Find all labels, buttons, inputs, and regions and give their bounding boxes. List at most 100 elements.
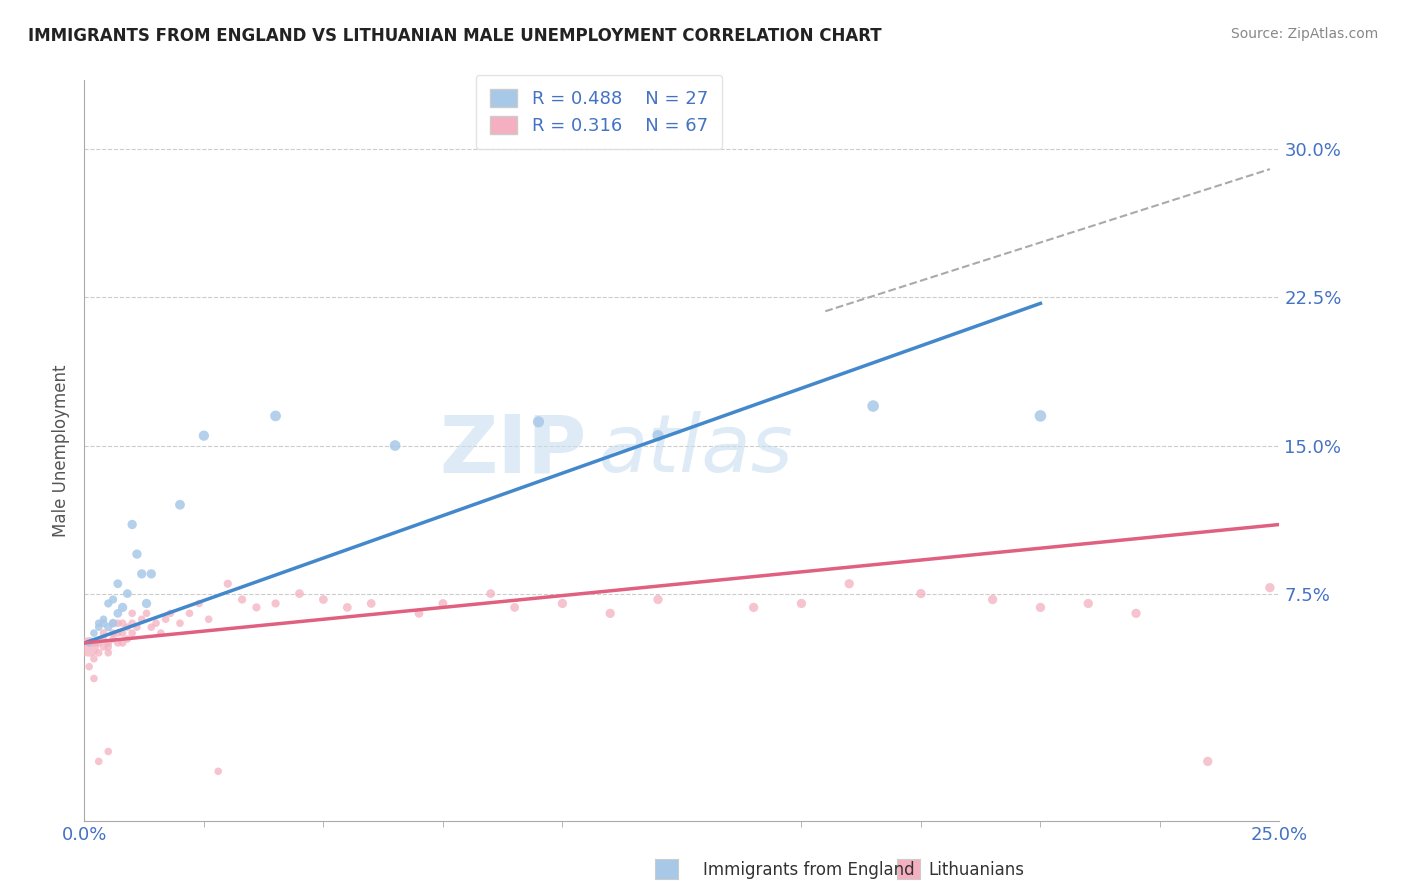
Point <box>93 616 115 631</box>
Point <box>83 652 105 666</box>
Point <box>93 612 115 626</box>
Point <box>83 672 105 686</box>
Point <box>101 616 124 631</box>
Point <box>87 616 110 631</box>
Text: Source: ZipAtlas.com: Source: ZipAtlas.com <box>1230 27 1378 41</box>
Point <box>125 620 148 634</box>
Point <box>107 636 129 650</box>
Point <box>838 576 860 591</box>
Point <box>87 620 110 634</box>
Point <box>149 626 172 640</box>
Point <box>107 607 129 621</box>
Point <box>145 616 167 631</box>
Point <box>135 597 157 611</box>
Point <box>408 607 430 621</box>
Point <box>141 620 163 634</box>
Point <box>97 620 120 634</box>
Text: Immigrants from England: Immigrants from England <box>703 861 915 879</box>
Point <box>647 428 669 442</box>
Point <box>862 399 884 413</box>
Point <box>101 592 124 607</box>
Point <box>551 597 574 611</box>
Point <box>121 607 143 621</box>
Point <box>101 626 124 640</box>
Point <box>87 646 110 660</box>
Point <box>121 517 143 532</box>
Point <box>111 616 134 631</box>
Point <box>169 498 191 512</box>
Point <box>131 566 153 581</box>
Point <box>264 597 287 611</box>
Point <box>111 636 134 650</box>
Point <box>159 607 181 621</box>
Point <box>1258 581 1281 595</box>
Point <box>97 646 120 660</box>
Point <box>217 576 239 591</box>
Point <box>169 616 191 631</box>
Text: Lithuanians: Lithuanians <box>928 861 1024 879</box>
Point <box>981 592 1004 607</box>
Point <box>207 764 229 779</box>
Point <box>93 632 115 646</box>
Point <box>121 616 143 631</box>
Point <box>117 586 139 600</box>
Point <box>1077 597 1099 611</box>
Point <box>125 547 148 561</box>
Point <box>188 597 211 611</box>
Y-axis label: Male Unemployment: Male Unemployment <box>52 364 70 537</box>
Point <box>117 632 139 646</box>
Point <box>432 597 454 611</box>
Point <box>77 659 100 673</box>
Point <box>264 409 287 423</box>
Point <box>384 438 406 452</box>
Point <box>197 612 219 626</box>
Point <box>111 600 134 615</box>
Point <box>97 745 120 759</box>
Point <box>288 586 311 600</box>
Point <box>97 597 120 611</box>
Point <box>97 636 120 650</box>
Point <box>479 586 502 600</box>
Text: IMMIGRANTS FROM ENGLAND VS LITHUANIAN MALE UNEMPLOYMENT CORRELATION CHART: IMMIGRANTS FROM ENGLAND VS LITHUANIAN MA… <box>28 27 882 45</box>
Point <box>1029 409 1052 423</box>
Point <box>117 620 139 634</box>
Point <box>101 632 124 646</box>
Text: ZIP: ZIP <box>439 411 586 490</box>
Point <box>93 626 115 640</box>
Point <box>231 592 253 607</box>
Point <box>141 566 163 581</box>
Point <box>336 600 359 615</box>
Point <box>527 415 550 429</box>
Point <box>87 636 110 650</box>
Point <box>179 607 201 621</box>
Point <box>111 626 134 640</box>
Point <box>101 616 124 631</box>
Point <box>360 597 382 611</box>
Point <box>193 428 215 442</box>
Point <box>107 616 129 631</box>
Point <box>107 576 129 591</box>
Point <box>83 626 105 640</box>
Point <box>245 600 267 615</box>
Point <box>1197 755 1219 769</box>
Point <box>97 640 120 654</box>
Text: atlas: atlas <box>599 411 793 490</box>
Point <box>135 607 157 621</box>
Point <box>93 640 115 654</box>
Point <box>1029 600 1052 615</box>
Point <box>647 592 669 607</box>
Point <box>155 612 177 626</box>
Point <box>83 636 105 650</box>
Point <box>1125 607 1147 621</box>
Point <box>77 640 100 654</box>
Point <box>790 597 813 611</box>
Point <box>599 607 621 621</box>
Point <box>131 612 153 626</box>
Point <box>121 626 143 640</box>
Point <box>87 755 110 769</box>
Point <box>312 592 335 607</box>
Point <box>742 600 765 615</box>
Point <box>77 636 100 650</box>
Point <box>107 626 129 640</box>
Point <box>910 586 932 600</box>
